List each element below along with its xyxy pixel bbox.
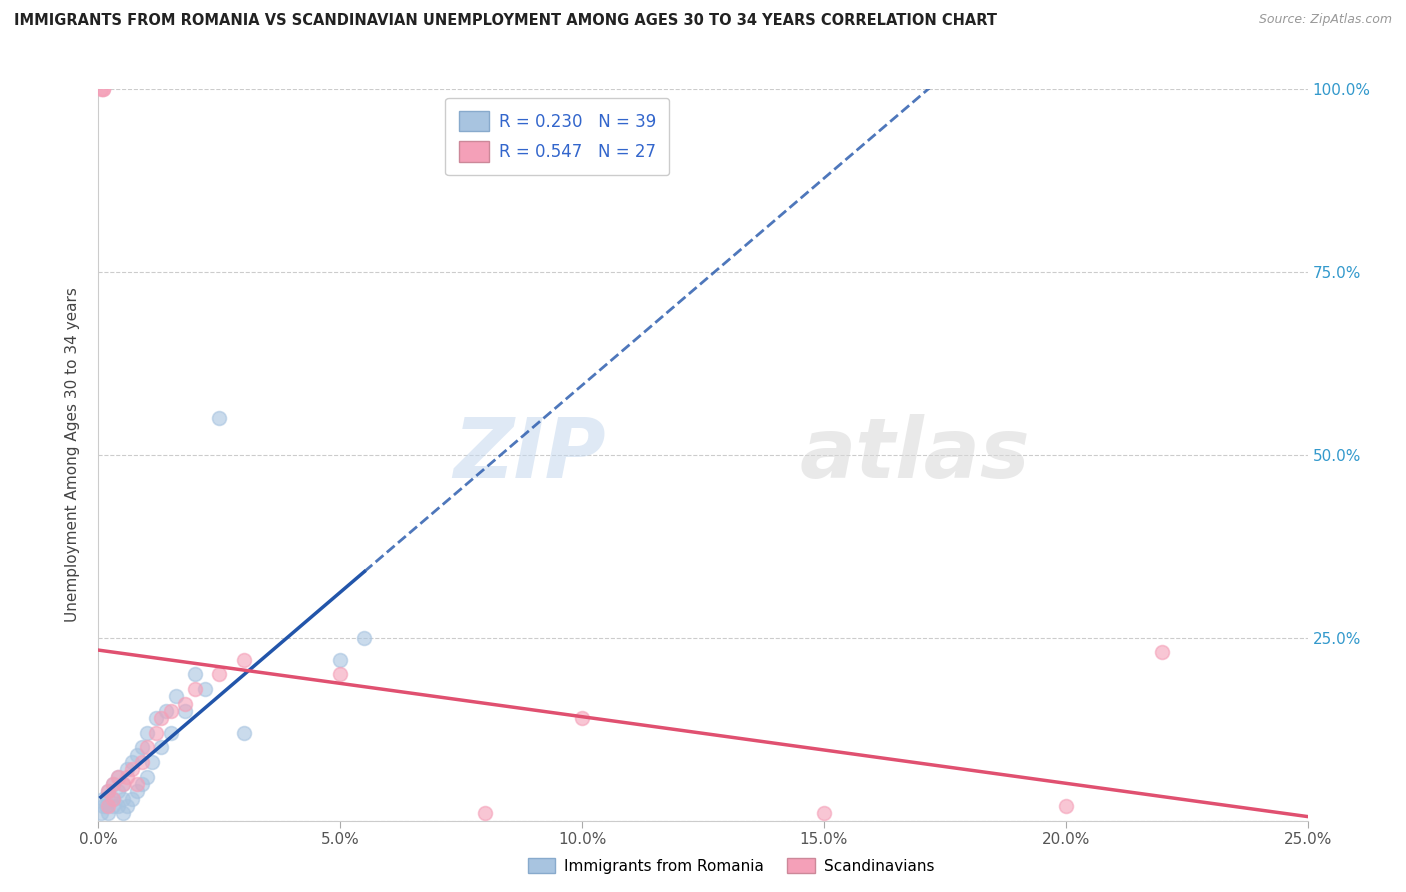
Point xyxy=(121,791,143,805)
Point xyxy=(90,806,112,821)
Point xyxy=(117,799,139,814)
Point xyxy=(90,82,112,96)
Point xyxy=(150,711,173,725)
Point xyxy=(1152,645,1174,659)
Point xyxy=(160,704,183,718)
Point xyxy=(131,740,153,755)
Point xyxy=(208,411,231,425)
Point xyxy=(174,704,197,718)
Y-axis label: Unemployment Among Ages 30 to 34 years: Unemployment Among Ages 30 to 34 years xyxy=(65,287,80,623)
Point xyxy=(107,770,129,784)
Point xyxy=(135,726,157,740)
Point xyxy=(101,777,124,791)
Point xyxy=(97,791,120,805)
Point xyxy=(91,82,114,96)
Legend: R = 0.230   N = 39, R = 0.547   N = 27: R = 0.230 N = 39, R = 0.547 N = 27 xyxy=(446,97,669,175)
Point xyxy=(194,681,217,696)
Point xyxy=(117,770,139,784)
Point xyxy=(131,777,153,791)
Point xyxy=(131,755,153,769)
Point xyxy=(121,755,143,769)
Point xyxy=(111,777,134,791)
Point xyxy=(184,681,207,696)
Point xyxy=(232,726,254,740)
Text: atlas: atlas xyxy=(800,415,1031,495)
Point xyxy=(91,799,114,814)
Point xyxy=(111,791,134,805)
Point xyxy=(101,777,124,791)
Point xyxy=(329,667,352,681)
Point xyxy=(107,784,129,798)
Point xyxy=(135,770,157,784)
Point xyxy=(813,806,835,821)
Point xyxy=(97,784,120,798)
Point xyxy=(174,697,197,711)
Point xyxy=(127,747,149,762)
Point xyxy=(97,799,120,814)
Point xyxy=(1054,799,1077,814)
Point xyxy=(145,726,167,740)
Point xyxy=(141,755,163,769)
Point xyxy=(91,791,114,805)
Point xyxy=(94,799,117,814)
Point xyxy=(97,784,120,798)
Point xyxy=(232,653,254,667)
Point xyxy=(135,740,157,755)
Point xyxy=(111,806,134,821)
Point xyxy=(329,653,352,667)
Text: Source: ZipAtlas.com: Source: ZipAtlas.com xyxy=(1258,13,1392,27)
Point xyxy=(107,799,129,814)
Point xyxy=(97,806,120,821)
Legend: Immigrants from Romania, Scandinavians: Immigrants from Romania, Scandinavians xyxy=(522,852,941,880)
Point xyxy=(127,784,149,798)
Point xyxy=(208,667,231,681)
Point xyxy=(107,770,129,784)
Point xyxy=(150,740,173,755)
Text: IMMIGRANTS FROM ROMANIA VS SCANDINAVIAN UNEMPLOYMENT AMONG AGES 30 TO 34 YEARS C: IMMIGRANTS FROM ROMANIA VS SCANDINAVIAN … xyxy=(14,13,997,29)
Point xyxy=(353,631,375,645)
Point xyxy=(121,763,143,777)
Point xyxy=(571,711,593,725)
Point xyxy=(101,791,124,805)
Point xyxy=(145,711,167,725)
Text: ZIP: ZIP xyxy=(454,415,606,495)
Point xyxy=(160,726,183,740)
Point xyxy=(127,777,149,791)
Point xyxy=(474,806,496,821)
Point xyxy=(101,799,124,814)
Point xyxy=(184,667,207,681)
Point xyxy=(111,777,134,791)
Point xyxy=(155,704,177,718)
Point xyxy=(117,763,139,777)
Point xyxy=(91,82,114,96)
Point xyxy=(165,690,187,704)
Point xyxy=(101,791,124,805)
